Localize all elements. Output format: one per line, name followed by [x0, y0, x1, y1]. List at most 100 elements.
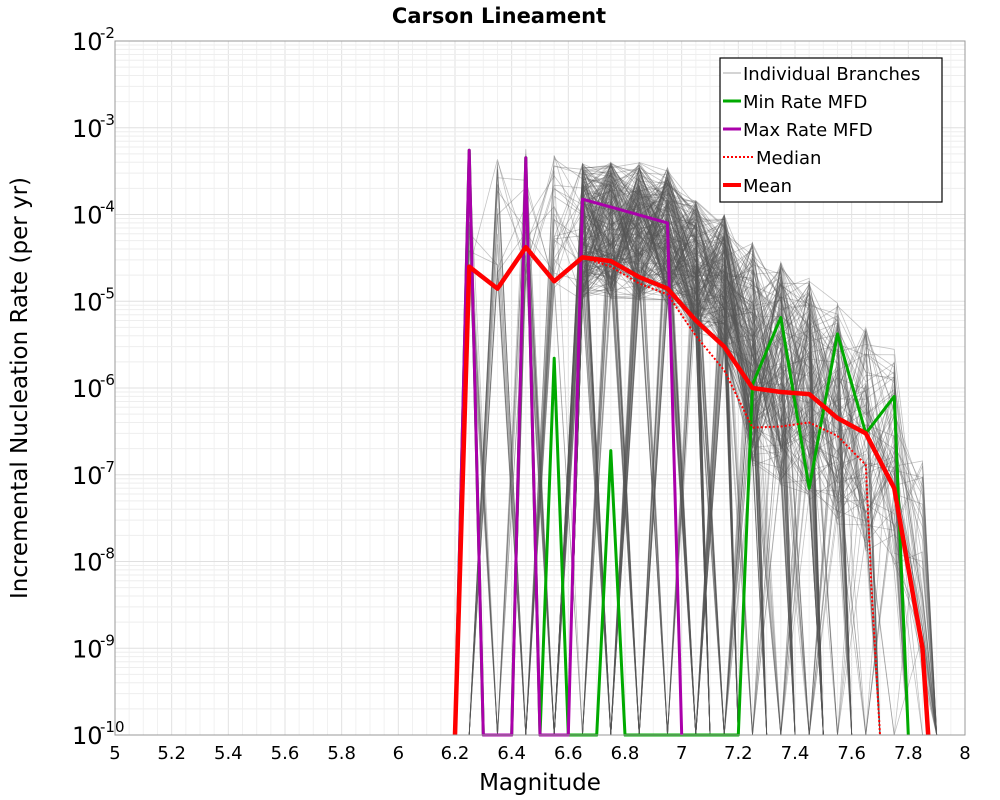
branch-line — [567, 166, 739, 736]
branch-line — [567, 178, 711, 736]
branch-line — [567, 217, 853, 736]
branch-line — [568, 163, 739, 736]
branch-line — [567, 164, 938, 736]
branch-line — [455, 163, 909, 736]
x-tick-label: 6.8 — [611, 743, 640, 764]
x-tick-label: 8 — [959, 743, 970, 764]
branch-line — [567, 217, 824, 736]
branch-line — [567, 214, 796, 736]
y-tick-exponent: -8 — [100, 545, 115, 563]
y-tick-label: 10-7 — [72, 458, 115, 490]
branch-line — [511, 186, 881, 736]
branch-line — [567, 176, 909, 736]
branch-line — [567, 242, 796, 736]
y-tick-exponent: -9 — [100, 631, 115, 649]
branch-line — [567, 184, 853, 736]
branch-line — [567, 173, 768, 736]
branch-line — [567, 246, 739, 736]
legend-box — [719, 57, 943, 203]
branch-line — [567, 207, 768, 736]
branch-line — [567, 178, 881, 736]
branch-line — [568, 243, 881, 736]
branch-line — [567, 178, 824, 736]
y-tick-exponent: -3 — [100, 111, 115, 129]
branch-line — [455, 182, 909, 736]
branch-line — [567, 243, 739, 736]
branch-line — [567, 195, 739, 736]
branch-line — [567, 194, 768, 736]
x-tick-label: 7.4 — [781, 743, 810, 764]
branch-line — [567, 202, 824, 736]
branch-line — [567, 162, 853, 736]
branch-line — [567, 190, 796, 736]
branch-line — [567, 190, 796, 736]
branch-line — [567, 259, 853, 736]
branch-line — [567, 220, 909, 736]
branch-line — [567, 201, 824, 736]
branch-line — [567, 175, 938, 736]
y-tick-label: 10-8 — [72, 545, 115, 577]
branch-line — [511, 185, 853, 736]
branch-line — [567, 171, 739, 736]
max-rate-mfd-line — [453, 148, 684, 737]
branch-line — [567, 173, 824, 736]
branch-line — [567, 207, 938, 736]
branch-line — [567, 190, 768, 736]
branch-line — [567, 176, 824, 736]
branch-line — [567, 193, 909, 736]
branch-line — [511, 172, 909, 736]
branch-line — [567, 179, 824, 736]
branch-line — [455, 181, 909, 736]
mean-line — [452, 244, 931, 736]
branch-line — [567, 178, 853, 736]
branch-line — [567, 182, 938, 736]
branch-line — [511, 183, 909, 736]
branch-line — [567, 163, 739, 736]
branch-line — [567, 186, 938, 736]
individual-branches — [454, 149, 938, 736]
branch-line — [567, 178, 739, 736]
branch-line — [567, 162, 711, 736]
branch-line — [567, 202, 739, 736]
legend-label-max-rate: Max Rate MFD — [743, 120, 873, 141]
y-tick-exponent: -6 — [100, 371, 115, 389]
branch-line — [511, 162, 881, 736]
branch-line — [567, 167, 796, 736]
branch-line — [567, 177, 938, 736]
branch-line — [567, 209, 711, 736]
branch-line — [567, 168, 938, 736]
branch-line — [454, 195, 739, 736]
branch-line — [567, 190, 796, 736]
branch-line — [567, 194, 853, 736]
branch-line — [567, 208, 711, 736]
chart-title: Carson Lineament — [392, 4, 606, 28]
branch-line — [567, 182, 824, 736]
branch-line — [567, 170, 824, 736]
x-tick-label: 6 — [393, 743, 404, 764]
x-tick-label: 7 — [676, 743, 687, 764]
branch-line — [455, 185, 909, 736]
branch-line — [567, 200, 711, 736]
x-tick-label: 5.8 — [327, 743, 356, 764]
branch-line — [567, 162, 796, 736]
branch-line — [567, 169, 711, 736]
y-tick-exponent: -4 — [100, 198, 115, 216]
plot-frame — [114, 40, 966, 736]
legend: Individual Branches Min Rate MFD Max Rat… — [719, 57, 943, 203]
y-tick-base: 10 — [72, 635, 103, 663]
branch-line — [455, 174, 881, 736]
branch-line — [567, 163, 711, 736]
branch-line — [567, 164, 711, 736]
branch-line — [567, 205, 853, 736]
branch-line — [567, 201, 881, 736]
branch-line — [567, 183, 739, 736]
branch-line — [455, 164, 824, 736]
branch-line — [455, 167, 824, 736]
branch-line — [567, 203, 711, 736]
branch-line — [567, 169, 853, 736]
branch-line — [567, 177, 739, 736]
branch-line — [567, 185, 796, 736]
branch-line — [567, 190, 796, 736]
branch-line — [567, 186, 824, 736]
y-tick-exponent: -10 — [100, 718, 125, 736]
